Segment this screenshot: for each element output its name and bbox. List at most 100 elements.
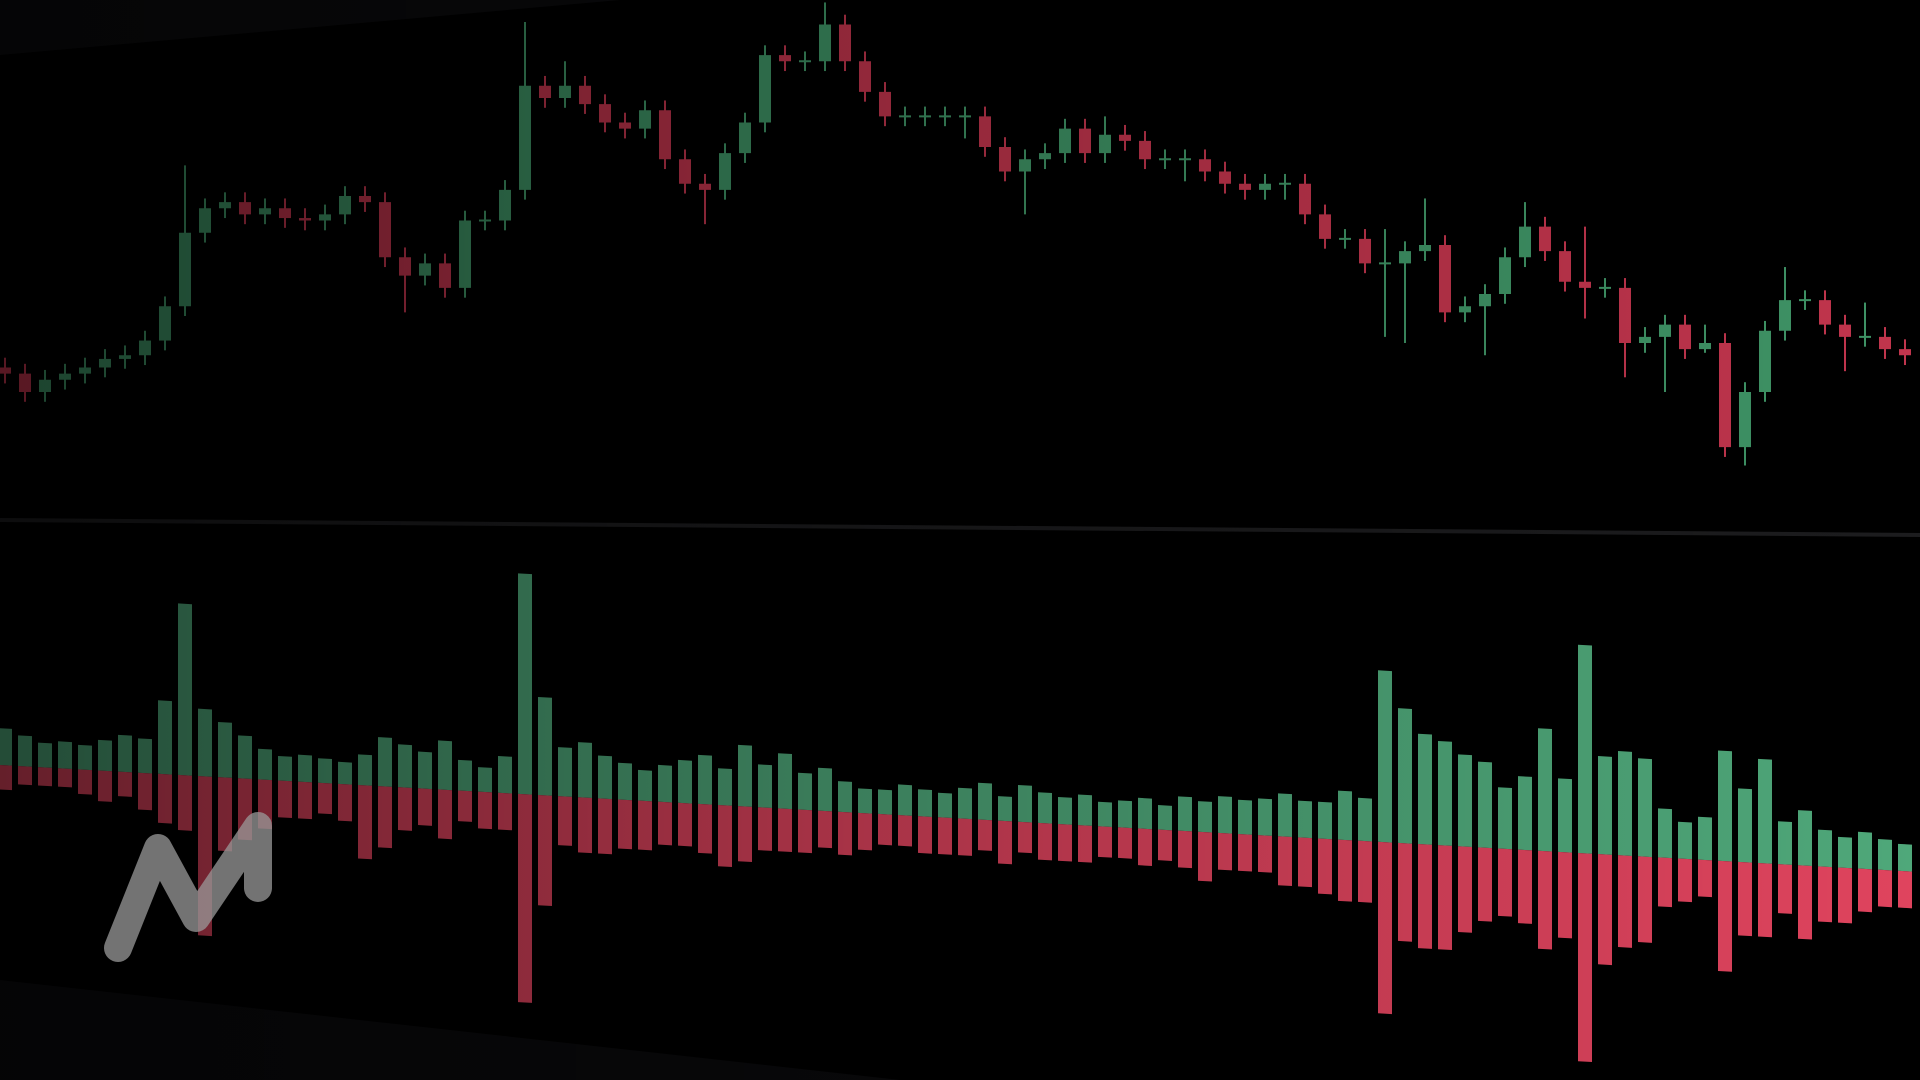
buy-volume-bar xyxy=(678,759,692,804)
sell-volume-bar xyxy=(898,815,912,847)
sell-volume-bar xyxy=(58,768,72,788)
candle-body xyxy=(239,202,251,215)
candle-body xyxy=(1119,134,1131,141)
buy-volume-bar xyxy=(578,742,592,798)
buy-volume-bar xyxy=(1778,821,1792,865)
sell-volume-bar xyxy=(1378,841,1392,1015)
candle-body xyxy=(1639,336,1651,343)
sell-volume-bar xyxy=(918,816,932,854)
buy-volume-bar xyxy=(1378,670,1392,843)
buy-volume-bar xyxy=(698,754,712,805)
logo xyxy=(104,812,272,962)
buy-volume-bar xyxy=(1138,797,1152,830)
candle-body xyxy=(1499,257,1511,294)
buy-volume-bar xyxy=(1558,778,1572,853)
sell-volume-bar xyxy=(698,803,712,854)
candle-body xyxy=(719,153,731,190)
sell-volume-bar xyxy=(658,801,672,846)
sell-volume-bar xyxy=(538,794,552,907)
buy-volume-bar xyxy=(1178,796,1192,832)
sell-volume-bar xyxy=(1678,858,1692,903)
candle-body xyxy=(499,189,511,221)
candle-body xyxy=(1779,300,1791,331)
sell-volume-bar xyxy=(1758,862,1772,938)
sell-volume-bar xyxy=(1058,823,1072,862)
buy-volume-bar xyxy=(0,728,12,766)
buy-volume-bar xyxy=(838,781,852,813)
buy-volume-bar xyxy=(1838,836,1852,869)
sell-volume-bar xyxy=(418,788,432,826)
buy-volume-bar xyxy=(858,788,872,814)
sell-volume-bar xyxy=(1258,835,1272,873)
sell-volume-bar xyxy=(1338,839,1352,902)
sell-volume-bar xyxy=(78,769,92,795)
candle-body xyxy=(1739,392,1751,448)
sell-volume-bar xyxy=(1778,864,1792,914)
candle-body xyxy=(1579,281,1591,288)
buy-volume-bar xyxy=(398,744,412,788)
sell-volume-bar xyxy=(358,784,372,860)
buy-volume-bar xyxy=(78,744,92,771)
buy-volume-bar xyxy=(38,742,52,768)
buy-volume-bar xyxy=(118,734,132,773)
candle-body xyxy=(1219,171,1231,184)
sell-volume-bar xyxy=(178,774,192,831)
candle-body xyxy=(0,367,11,374)
sell-volume-bar xyxy=(1138,828,1152,866)
buy-volume-bar xyxy=(1538,728,1552,852)
candle-body xyxy=(919,115,931,118)
buy-volume-bar xyxy=(1198,801,1212,833)
buy-volume-bar xyxy=(758,764,772,809)
candle-body xyxy=(1399,251,1411,264)
candle-body xyxy=(619,122,631,129)
buy-volume-bar xyxy=(638,769,652,802)
buy-volume-bar xyxy=(18,735,32,767)
sell-volume-bar xyxy=(938,817,952,855)
buy-volume-bar xyxy=(458,759,472,792)
buy-volume-bar xyxy=(1258,798,1272,836)
sell-volume-bar xyxy=(1498,848,1512,917)
sell-volume-bar xyxy=(838,811,852,856)
buy-volume-bar xyxy=(878,789,892,815)
buy-volume-bar xyxy=(618,762,632,801)
candle-body xyxy=(1199,159,1211,172)
candle-body xyxy=(1659,324,1671,337)
buy-volume-bar xyxy=(238,735,252,780)
buy-volume-bar xyxy=(1458,754,1472,848)
candle-body xyxy=(1239,183,1251,190)
candle-body xyxy=(1099,134,1111,154)
candle-body xyxy=(1059,128,1071,154)
candle-body xyxy=(819,24,831,62)
candle-body xyxy=(1879,336,1891,350)
candle-body xyxy=(1379,262,1391,265)
candle-body xyxy=(679,159,691,184)
sell-volume-bar xyxy=(1878,869,1892,908)
sell-volume-bar xyxy=(1298,837,1312,888)
sell-volume-bar xyxy=(438,789,452,840)
candle-body xyxy=(1839,324,1851,337)
buy-volume-bar xyxy=(478,767,492,793)
candle-body xyxy=(1299,183,1311,215)
sell-volume-bar xyxy=(1638,856,1652,943)
candle-body xyxy=(559,85,571,98)
candle-body xyxy=(219,202,231,209)
sell-volume-bar xyxy=(758,807,772,851)
candle-body xyxy=(139,340,151,356)
candle-body xyxy=(1479,294,1491,307)
buy-volume-bar xyxy=(818,767,832,812)
candle-body xyxy=(1019,159,1031,172)
sell-volume-bar xyxy=(638,800,652,851)
candle-body xyxy=(1539,226,1551,252)
candle-body xyxy=(1519,226,1531,258)
candle-body xyxy=(379,202,391,258)
candle-body xyxy=(839,24,851,62)
buy-volume-bar xyxy=(918,789,932,817)
sell-volume-bar xyxy=(1078,825,1092,863)
buy-volume-bar xyxy=(1678,821,1692,860)
candle-body xyxy=(1339,237,1351,240)
candle-body xyxy=(899,115,911,118)
sell-volume-bar xyxy=(998,820,1012,865)
sell-volume-bar xyxy=(678,802,692,847)
sell-volume-bar xyxy=(158,773,172,824)
